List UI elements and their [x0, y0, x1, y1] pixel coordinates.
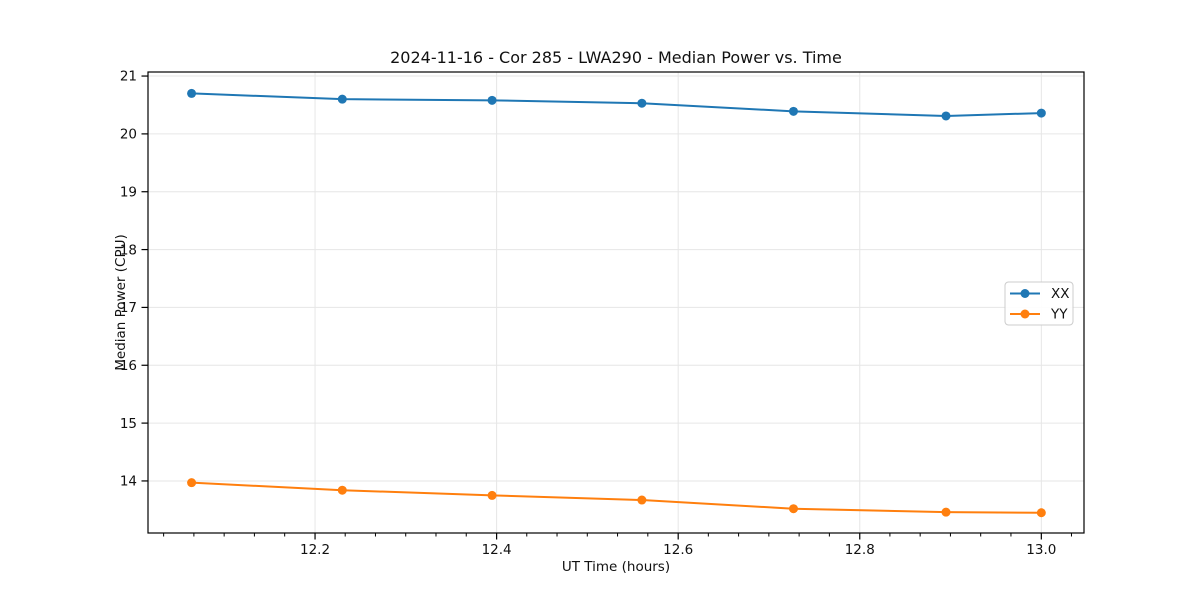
- legend-marker: [1020, 289, 1030, 298]
- data-point-XX: [187, 88, 197, 98]
- x-tick-label: 13.0: [1026, 542, 1056, 558]
- data-point-XX: [941, 111, 951, 121]
- data-point-XX: [487, 95, 497, 105]
- data-point-YY: [187, 478, 197, 488]
- plot-area: [147, 71, 1085, 534]
- data-point-YY: [487, 490, 497, 500]
- y-axis-label: Median Power (CPU): [113, 234, 129, 371]
- data-point-XX: [637, 98, 647, 108]
- data-point-XX: [337, 94, 347, 104]
- series-line-YY: [191, 481, 1042, 514]
- y-tick-label: 16: [120, 358, 137, 374]
- series-line-XX: [191, 92, 1042, 117]
- data-point-XX: [1036, 108, 1046, 118]
- data-point-YY: [337, 485, 347, 495]
- y-tick-label: 20: [120, 127, 137, 143]
- y-tick-label: 21: [120, 69, 137, 85]
- y-tick-label: 18: [120, 242, 137, 258]
- x-tick-label: 12.6: [663, 542, 693, 558]
- y-tick-label: 17: [120, 300, 137, 316]
- chart-title: 2024-11-16 - Cor 285 - LWA290 - Median P…: [390, 48, 842, 67]
- legend-marker: [1020, 309, 1030, 319]
- data-point-YY: [637, 495, 647, 505]
- data-point-YY: [1036, 508, 1046, 518]
- legend-label: YY: [1050, 307, 1068, 323]
- legend-label: XX: [1051, 286, 1070, 302]
- data-point-XX: [788, 106, 798, 116]
- data-point-YY: [941, 507, 951, 517]
- data-point-YY: [788, 504, 798, 514]
- x-tick-label: 12.4: [482, 542, 512, 558]
- y-tick-label: 15: [120, 416, 137, 432]
- y-tick-label: 19: [120, 184, 137, 200]
- y-tick-label: 14: [120, 474, 137, 490]
- x-tick-label: 12.8: [845, 542, 875, 558]
- x-axis-label: UT Time (hours): [561, 559, 671, 575]
- x-tick-label: 12.2: [300, 542, 330, 558]
